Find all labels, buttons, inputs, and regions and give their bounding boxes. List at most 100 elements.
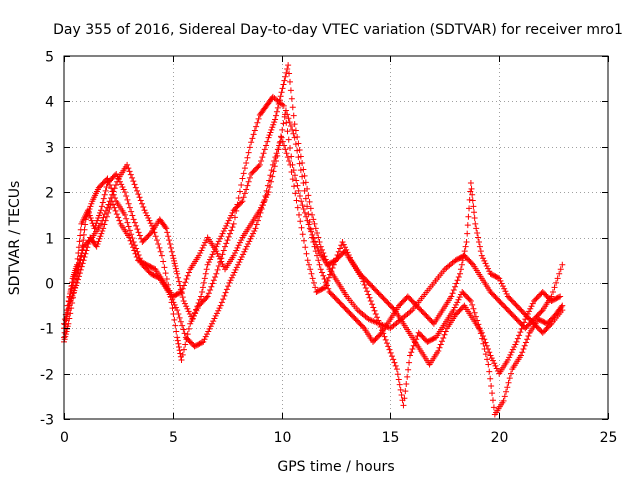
data-point [244, 182, 251, 189]
data-point [139, 200, 146, 207]
data-point [228, 227, 235, 234]
data-point [116, 217, 123, 224]
data-point [508, 349, 515, 356]
data-point [452, 283, 459, 290]
data-point [322, 279, 329, 286]
data-point [310, 216, 317, 223]
data-point [112, 181, 119, 188]
data-point [220, 228, 227, 235]
data-point [485, 265, 492, 272]
data-point [367, 298, 374, 305]
data-point [211, 315, 218, 322]
data-point [559, 261, 566, 268]
data-point [489, 390, 496, 397]
data-point [95, 238, 102, 245]
data-point [482, 260, 489, 267]
data-point [171, 301, 178, 308]
data-point [402, 388, 409, 395]
data-point [165, 233, 172, 240]
data-point [173, 328, 180, 335]
data-point [254, 119, 261, 126]
data-point [105, 178, 112, 185]
data-point [215, 253, 222, 260]
data-point [185, 269, 192, 276]
data-point [137, 197, 144, 204]
data-point [94, 240, 101, 247]
data-point [437, 341, 444, 348]
data-point [83, 213, 90, 220]
data-point [393, 366, 400, 373]
data-point [517, 352, 524, 359]
data-point [279, 85, 286, 92]
data-point [508, 370, 515, 377]
data-point [260, 199, 267, 206]
data-point [323, 282, 330, 289]
data-point [93, 243, 100, 250]
data-point [294, 182, 301, 189]
data-point [486, 268, 493, 275]
data-point [82, 221, 89, 228]
data-point [383, 340, 390, 347]
data-point [103, 183, 110, 190]
data-point [301, 187, 308, 194]
data-point [450, 307, 457, 314]
data-point [126, 204, 133, 211]
data-point [210, 318, 217, 325]
data-point [302, 195, 309, 202]
data-point [435, 347, 442, 354]
data-point [366, 294, 373, 301]
data-point [519, 322, 526, 329]
data-point [132, 184, 139, 191]
data-point [199, 288, 206, 295]
data-point [157, 248, 164, 255]
data-point [256, 207, 263, 214]
data-point [203, 266, 210, 273]
data-point [401, 395, 408, 402]
data-point [457, 270, 464, 277]
data-point [176, 314, 183, 321]
data-point [369, 301, 376, 308]
data-point [312, 284, 319, 291]
data-point [219, 230, 226, 237]
data-point [307, 266, 314, 273]
data-point [400, 402, 407, 409]
data-point [450, 287, 457, 294]
data-point [451, 304, 458, 311]
data-point [282, 146, 289, 153]
data-point [123, 215, 130, 222]
data-point [307, 226, 314, 233]
data-point [199, 284, 206, 291]
data-point [215, 307, 222, 314]
data-point [224, 220, 231, 227]
data-point [188, 318, 195, 325]
data-point [187, 320, 194, 327]
data-point [258, 204, 265, 211]
data-point [290, 130, 297, 137]
data-point [284, 128, 291, 135]
data-point [230, 272, 237, 279]
data-point [208, 283, 215, 290]
data-point [219, 251, 226, 258]
data-point [251, 228, 258, 235]
data-point [261, 196, 268, 203]
data-point [84, 211, 91, 218]
data-point [213, 270, 220, 277]
data-point [280, 102, 287, 109]
data-point [231, 250, 238, 257]
data-point [96, 235, 103, 242]
data-point [207, 323, 214, 330]
data-point [273, 112, 280, 119]
data-point [459, 257, 466, 264]
data-point [78, 263, 85, 270]
data-point [286, 78, 293, 85]
data-point [169, 296, 176, 303]
data-point [485, 361, 492, 368]
data-point [78, 252, 85, 259]
data-point [310, 279, 317, 286]
data-point [125, 223, 132, 230]
data-point [61, 321, 68, 328]
data-point [309, 234, 316, 241]
data-point [109, 188, 116, 195]
data-point [232, 266, 239, 273]
data-point [522, 339, 529, 346]
